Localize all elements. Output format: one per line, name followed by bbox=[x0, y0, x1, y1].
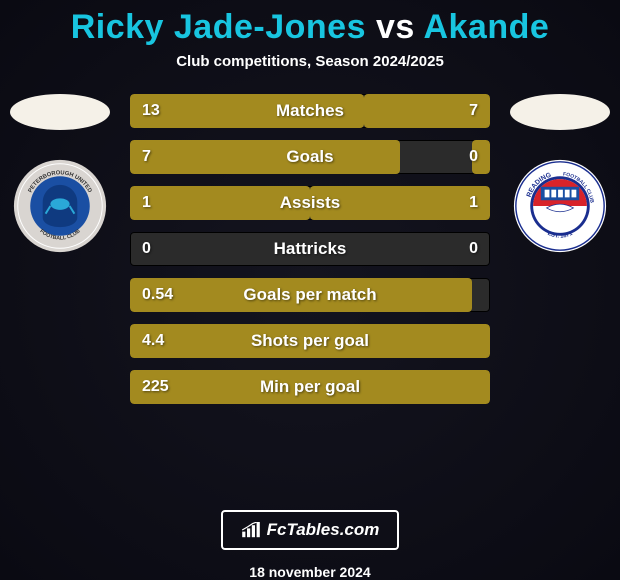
stat-label: Matches bbox=[130, 94, 490, 128]
stat-row: 4.4Shots per goal bbox=[130, 324, 490, 358]
club2-crest: READING FOOTBALL CLUB EST. 1871 bbox=[512, 158, 608, 254]
player2-avatar bbox=[510, 94, 610, 130]
content-frame: Ricky Jade-Jones vs Akande Club competit… bbox=[0, 0, 620, 580]
club1-crest: PETERBOROUGH UNITED FOOTBALL CLUB bbox=[12, 158, 108, 254]
stat-label: Hattricks bbox=[130, 232, 490, 266]
chart-icon bbox=[241, 522, 261, 538]
watermark-text: FcTables.com bbox=[267, 520, 380, 540]
stat-label: Shots per goal bbox=[130, 324, 490, 358]
stat-row: 11Assists bbox=[130, 186, 490, 220]
player1-name: Ricky Jade-Jones bbox=[71, 8, 366, 46]
subtitle: Club competitions, Season 2024/2025 bbox=[176, 53, 444, 70]
stat-row: 137Matches bbox=[130, 94, 490, 128]
stats-bars: 137Matches 70Goals 11Assists 00Hattricks 0.5… bbox=[120, 94, 500, 404]
date-text: 18 november 2024 bbox=[249, 564, 370, 580]
stat-label: Min per goal bbox=[130, 370, 490, 404]
stat-row: 0.54Goals per match bbox=[130, 278, 490, 312]
crest2-icon: READING FOOTBALL CLUB EST. 1871 bbox=[512, 158, 608, 254]
watermark: FcTables.com bbox=[221, 510, 400, 550]
player2-name: Akande bbox=[423, 8, 549, 46]
player1-avatar bbox=[10, 94, 110, 130]
vs-text: vs bbox=[376, 8, 415, 46]
stat-label: Goals per match bbox=[130, 278, 490, 312]
right-side: READING FOOTBALL CLUB EST. 1871 bbox=[500, 94, 620, 254]
left-side: PETERBOROUGH UNITED FOOTBALL CLUB bbox=[0, 94, 120, 254]
crest1-icon: PETERBOROUGH UNITED FOOTBALL CLUB bbox=[12, 158, 108, 254]
stat-row: 70Goals bbox=[130, 140, 490, 174]
stat-label: Assists bbox=[130, 186, 490, 220]
page-title: Ricky Jade-Jones vs Akande bbox=[71, 8, 550, 47]
main-row: PETERBOROUGH UNITED FOOTBALL CLUB 137Mat… bbox=[0, 94, 620, 494]
stat-row: 225Min per goal bbox=[130, 370, 490, 404]
stat-label: Goals bbox=[130, 140, 490, 174]
stat-row: 00Hattricks bbox=[130, 232, 490, 266]
